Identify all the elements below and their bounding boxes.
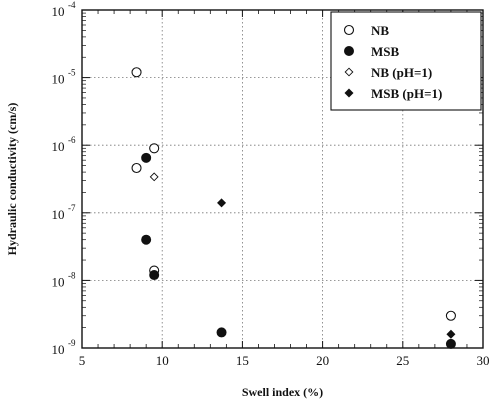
y-tick-label: 10: [52, 4, 65, 19]
data-point: [446, 329, 456, 339]
legend-marker: [344, 67, 354, 77]
x-tick-label: 15: [236, 353, 249, 368]
legend-marker: [344, 88, 354, 98]
legend-marker: [343, 24, 355, 36]
y-tick-exponent: -9: [68, 338, 76, 348]
legend: NB MSB NB (pH=1) MSB (pH=1): [330, 11, 482, 111]
x-axis-label: Swell index (%): [242, 385, 323, 399]
y-tick-label: 10: [52, 274, 65, 289]
data-point: [445, 310, 456, 321]
data-point: [149, 143, 160, 154]
y-tick-label: 10: [52, 72, 65, 87]
data-points: [131, 67, 456, 349]
data-point: [217, 198, 227, 208]
x-tick-label: 30: [477, 353, 490, 368]
legend-label: NB (pH=1): [371, 65, 432, 80]
legend-label: NB: [371, 23, 389, 38]
data-point: [131, 162, 142, 174]
y-tick-exponent: -7: [68, 203, 76, 213]
y-tick-label: 10: [52, 342, 65, 357]
legend-label: MSB (pH=1): [371, 86, 442, 101]
y-tick-exponent: -8: [68, 270, 76, 280]
plot-frame: [81, 9, 484, 349]
x-tick-label: 5: [79, 353, 86, 368]
y-tick-exponent: -4: [68, 0, 76, 10]
legend-label: MSB: [371, 44, 400, 59]
x-tick-label: 25: [396, 353, 409, 368]
legend-box: [330, 11, 482, 111]
y-tick-exponent: -6: [68, 135, 76, 145]
data-point: [131, 67, 142, 78]
x-tick-label: 10: [156, 353, 169, 368]
y-tick-label: 10: [52, 207, 65, 222]
data-point: [149, 172, 159, 182]
y-axis-label: Hydraulic conductivity (cm/s): [5, 103, 19, 256]
data-point: [445, 338, 456, 349]
data-point: [141, 152, 152, 163]
data-point: [149, 270, 160, 281]
data-point: [216, 327, 227, 338]
y-tick-label: 10: [52, 139, 65, 154]
legend-marker: [344, 46, 354, 56]
x-tick-label: 20: [316, 353, 329, 368]
data-point: [141, 234, 152, 245]
y-tick-exponent: -5: [68, 68, 76, 78]
